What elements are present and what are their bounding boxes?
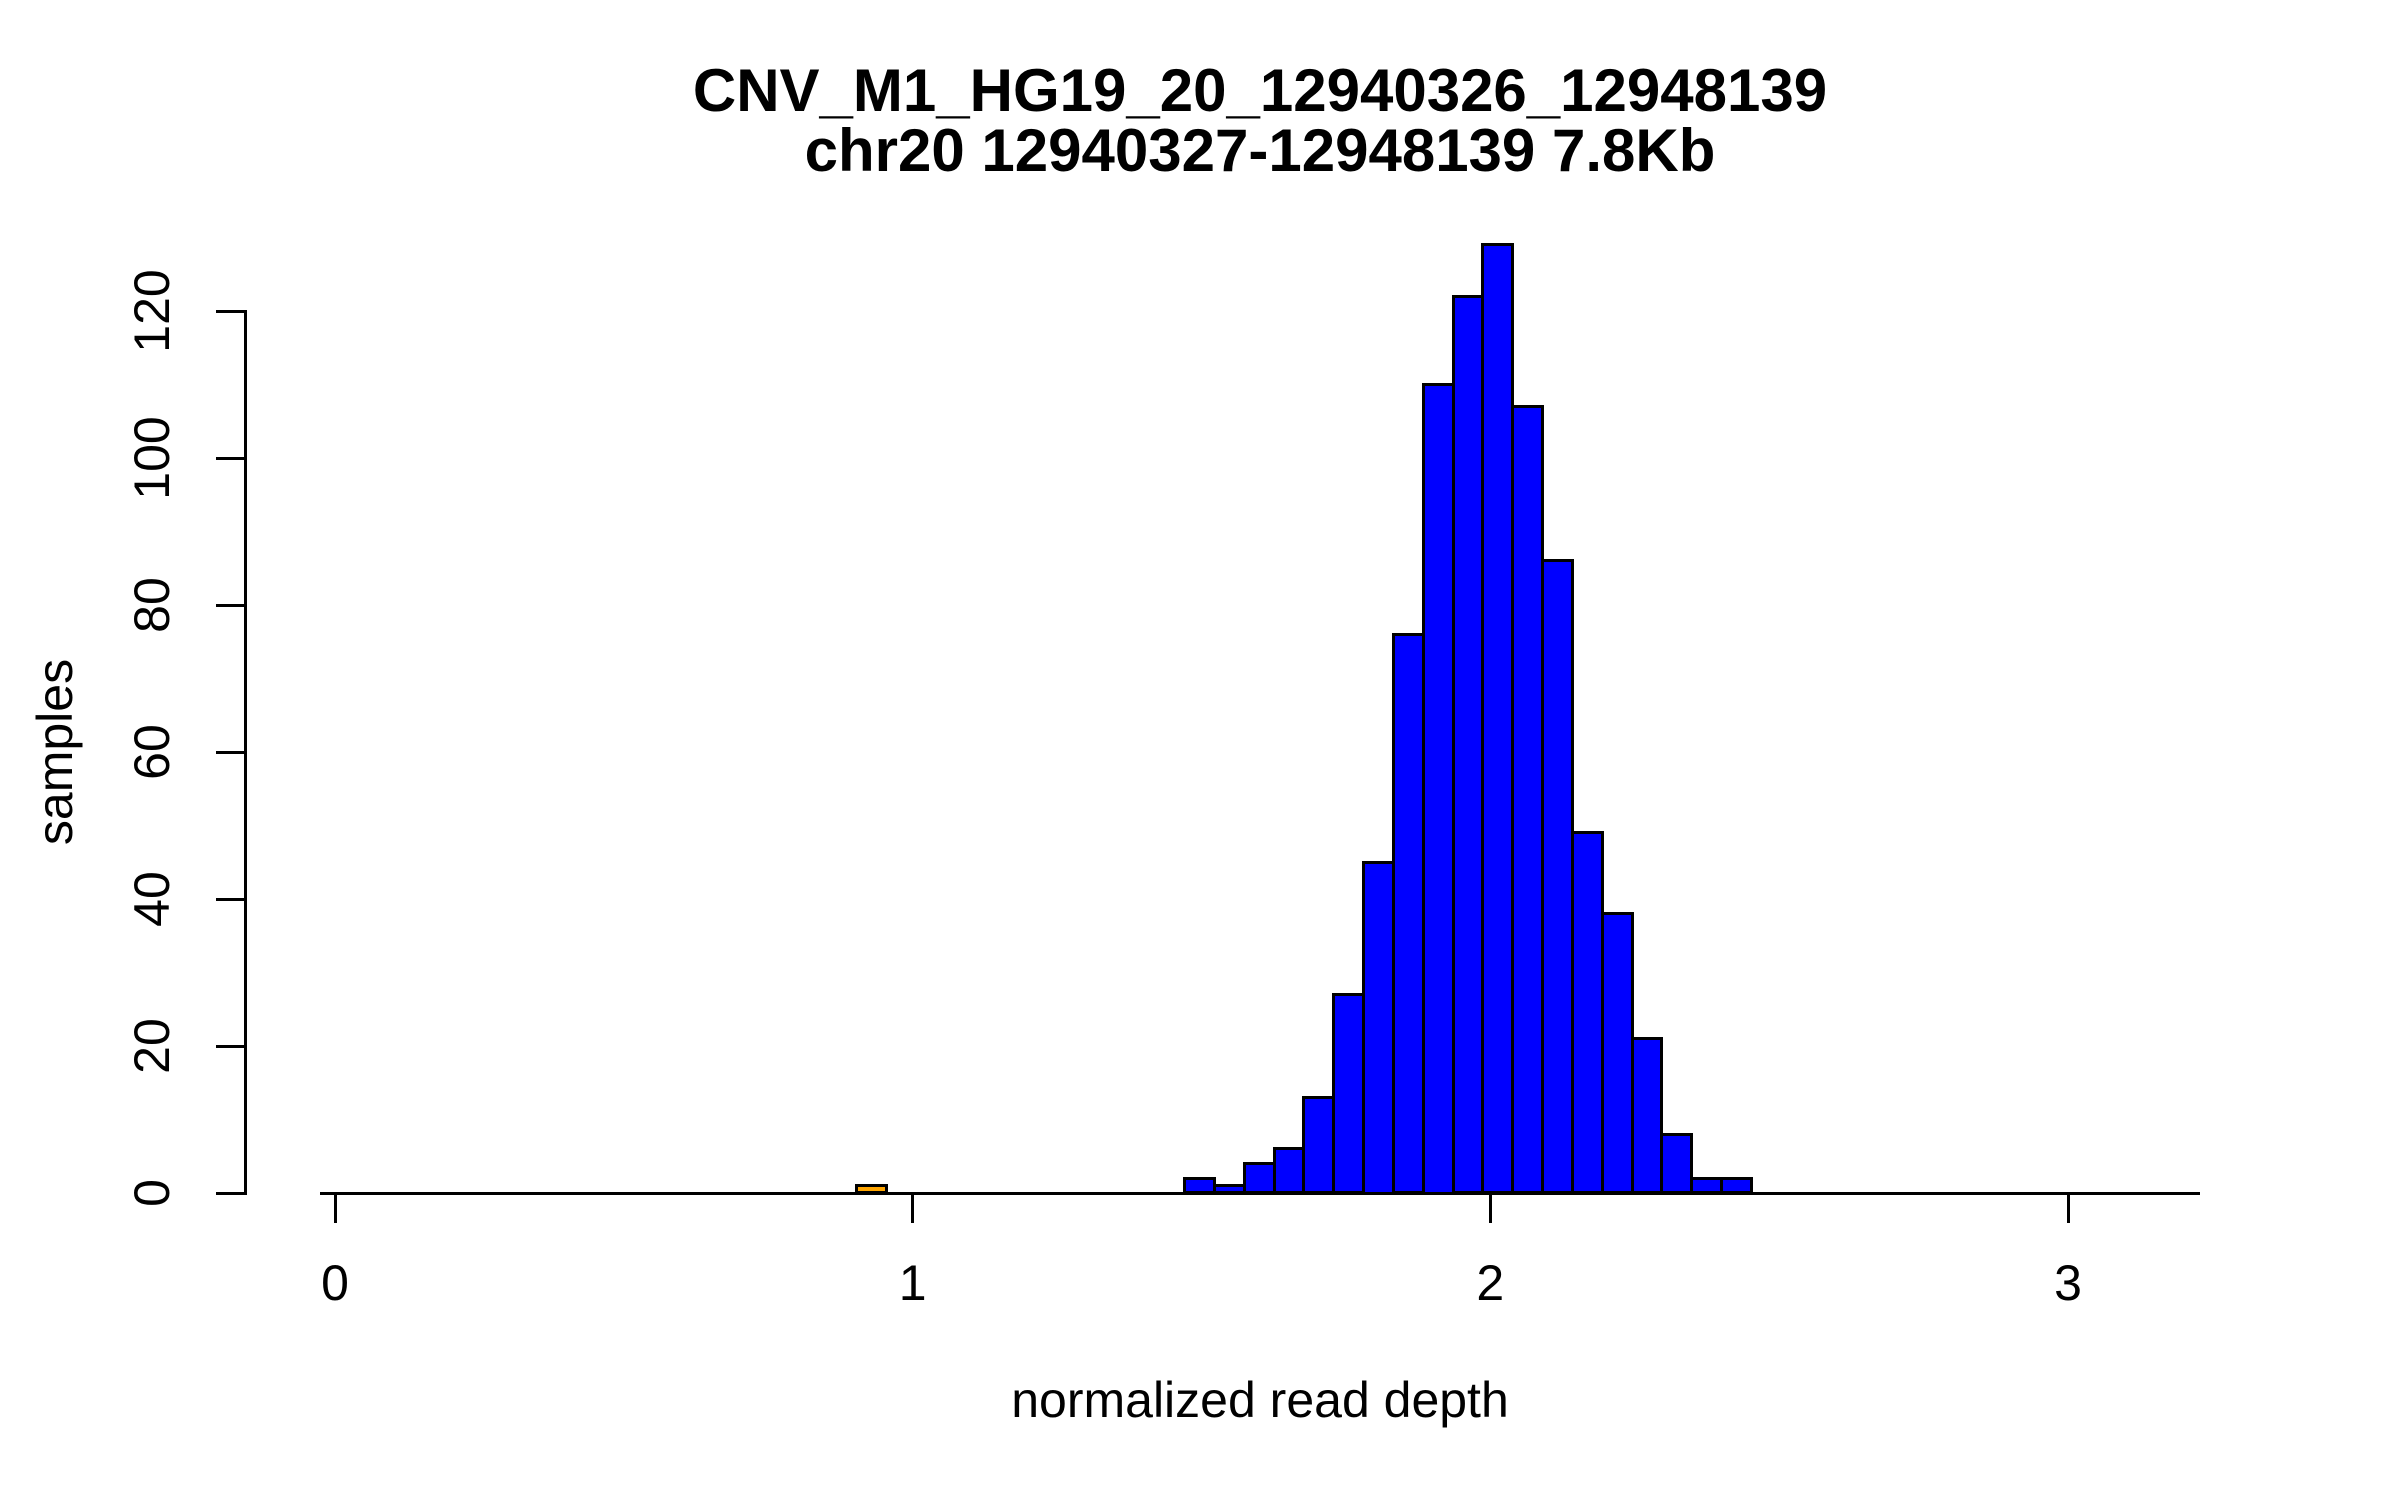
histogram-bar: [1541, 559, 1574, 1195]
y-axis-tick: [216, 603, 244, 607]
y-tick-label: 20: [124, 1018, 180, 1074]
histogram-bar: [1630, 1037, 1664, 1195]
y-axis-tick: [216, 750, 244, 754]
histogram-bar: [1242, 1162, 1276, 1195]
x-tick-label: 0: [321, 1255, 349, 1311]
histogram-bar: [1272, 1147, 1306, 1195]
x-axis-label: normalized read depth: [1011, 1372, 1509, 1428]
histogram-bar: [1213, 1184, 1246, 1195]
x-axis-tick: [911, 1195, 915, 1223]
y-axis-tick: [216, 897, 244, 901]
y-tick-label: 60: [124, 724, 180, 780]
y-tick-label: 80: [124, 577, 180, 633]
histogram-bar: [1302, 1095, 1336, 1195]
y-tick-label: 0: [124, 1179, 180, 1207]
x-tick-label: 1: [898, 1255, 927, 1311]
y-tick-label: 120: [124, 269, 180, 353]
y-axis-line: [244, 310, 247, 1195]
y-axis-tick: [216, 1191, 244, 1195]
y-axis-tick: [216, 1044, 244, 1048]
x-tick-label: 3: [2054, 1255, 2082, 1311]
histogram-bar: [1183, 1176, 1216, 1195]
histogram-bar: [1332, 993, 1366, 1195]
histogram-bar: [1421, 383, 1455, 1195]
histogram-bar: [1690, 1176, 1724, 1195]
histogram-bar: [1481, 243, 1515, 1195]
histogram-bar: [1451, 294, 1485, 1195]
histogram-bar: [1362, 860, 1395, 1195]
histogram-bar: [1600, 912, 1634, 1195]
x-axis-tick: [1488, 1195, 1492, 1223]
chart-subtitle: chr20 12940327-12948139 7.8Kb: [804, 117, 1716, 184]
chart-title: CNV_M1_HG19_20_12940326_12948139: [692, 57, 1828, 124]
highlighted-histogram-bar: [855, 1184, 888, 1195]
x-tick-label: 2: [1476, 1255, 1505, 1311]
y-axis-label: samples: [27, 658, 83, 846]
y-tick-label: 40: [124, 871, 180, 927]
histogram-bar: [1570, 831, 1604, 1195]
histogram-bar: [1720, 1176, 1753, 1195]
y-tick-label: 100: [124, 416, 180, 500]
histogram-bar: [1660, 1132, 1694, 1195]
y-axis-tick: [216, 456, 244, 460]
histogram-bar: [1391, 632, 1425, 1195]
y-axis-tick: [216, 309, 244, 313]
histogram-bar: [1511, 405, 1545, 1195]
x-axis-tick: [333, 1195, 337, 1223]
x-axis-tick: [2066, 1195, 2070, 1223]
